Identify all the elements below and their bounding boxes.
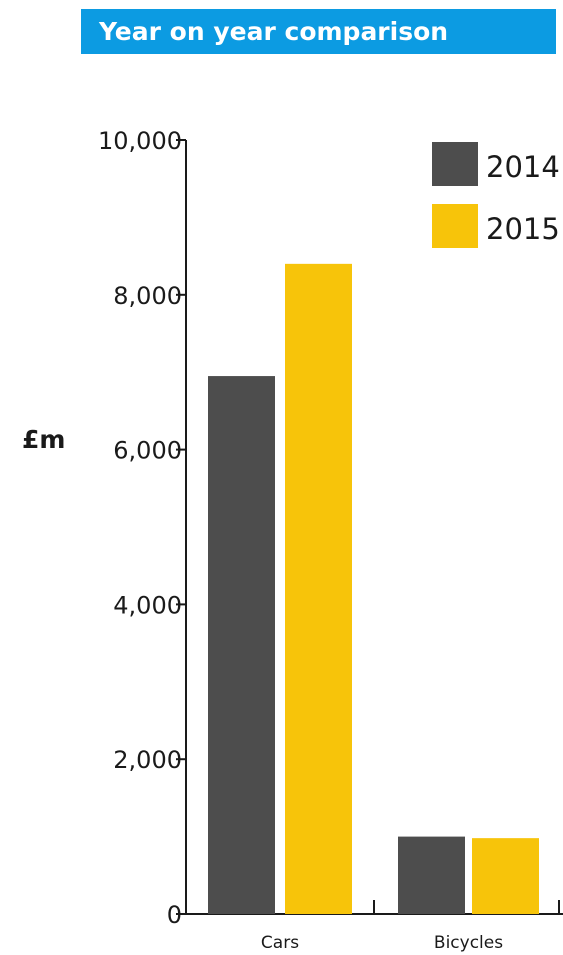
legend-label-2015: 2015 [486,212,560,246]
legend-swatch-2014 [432,142,478,186]
legend-swatch-2015 [432,204,478,248]
bar-bicycles-2014 [398,836,465,914]
y-tick-label: 8,000 [113,282,182,310]
chart-bars [208,263,539,915]
y-tick-label: 6,000 [113,437,182,465]
chart-title: Year on year comparison [81,9,556,54]
bar-bicycles-2015 [472,838,539,914]
y-tick-label: 10,000 [98,127,182,155]
x-category-label: Bicycles [434,933,503,953]
y-axis-label: £m [22,425,66,454]
y-tick-label: 4,000 [113,591,182,619]
bar-cars-2014 [208,376,275,914]
y-tick-label: 0 [167,901,182,929]
x-category-label: Cars [261,933,299,953]
chart-ticks: 0 2,000 4,000 6,000 8,000 10,000 [98,127,186,929]
chart-categories: Cars Bicycles [261,933,503,953]
legend-label-2014: 2014 [486,150,560,184]
bar-cars-2015 [285,263,352,915]
y-tick-label: 2,000 [113,746,182,774]
chart-legend: 2014 2015 [432,142,560,248]
